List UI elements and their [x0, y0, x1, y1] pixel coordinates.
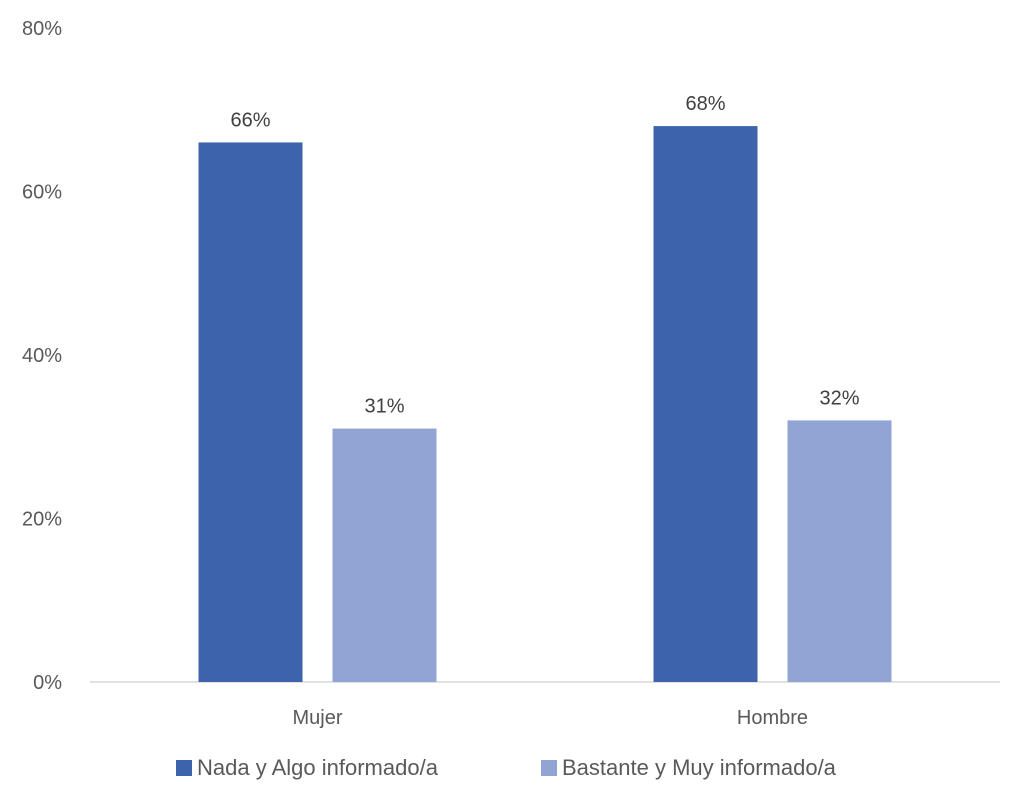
data-label: 32%	[819, 387, 859, 409]
legend-label: Bastante y Muy informado/a	[562, 755, 837, 780]
bar	[787, 420, 892, 682]
y-tick-label: 0%	[33, 672, 62, 694]
bar	[332, 428, 437, 682]
bars	[198, 126, 892, 683]
legend-swatch	[176, 760, 192, 776]
bar	[198, 142, 303, 682]
y-axis-tick-labels: 0% 20% 40% 60% 80%	[22, 18, 62, 694]
data-label: 31%	[364, 396, 404, 418]
data-labels: 66% 31% 68% 32%	[230, 93, 859, 417]
legend-label: Nada y Algo informado/a	[197, 755, 439, 780]
data-label: 66%	[230, 109, 270, 131]
legend: Nada y Algo informado/a Bastante y Muy in…	[176, 755, 837, 780]
x-category-label: Mujer	[292, 707, 342, 729]
y-tick-label: 40%	[22, 345, 62, 367]
data-label: 68%	[685, 93, 725, 115]
y-tick-label: 60%	[22, 182, 62, 204]
y-tick-label: 80%	[22, 18, 62, 40]
legend-swatch	[541, 760, 557, 776]
y-tick-label: 20%	[22, 509, 62, 531]
x-category-label: Hombre	[737, 707, 808, 729]
x-axis-category-labels: Mujer Hombre	[292, 707, 808, 729]
bar	[653, 126, 758, 683]
